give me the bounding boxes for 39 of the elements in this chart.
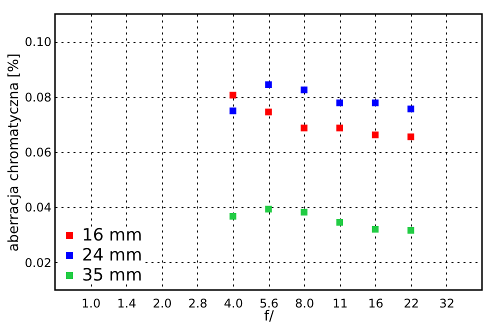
legend-label: 35 mm — [82, 266, 142, 286]
x-tick-label: 8.0 — [295, 296, 314, 310]
point — [372, 100, 379, 106]
x-tick-label: 1.4 — [117, 296, 136, 310]
point — [300, 124, 308, 132]
y-tick-label: 0.10 — [24, 35, 52, 50]
point — [407, 133, 414, 140]
y-tick-label: 0.08 — [24, 90, 52, 104]
x-tick-label: 22 — [404, 296, 419, 310]
y-tick-label: 0.06 — [24, 146, 52, 160]
x-tick-label: 16 — [368, 296, 384, 310]
legend-label: 16 mm — [82, 226, 142, 246]
point — [336, 219, 344, 226]
x-tick-label: 2.8 — [188, 296, 208, 310]
y-axis-title: aberracja chromatyczna [%] — [6, 53, 22, 252]
x-tick-label: 32 — [439, 296, 455, 310]
legend-label: 24 mm — [82, 246, 142, 266]
point — [230, 108, 236, 114]
x-tick-label: 4.0 — [224, 296, 243, 310]
y-tick-label: 0.04 — [24, 200, 52, 215]
point — [265, 108, 272, 116]
x-tick-label: 11 — [332, 296, 348, 310]
point — [372, 132, 379, 138]
point — [300, 208, 308, 216]
x-tick-label: 5.6 — [259, 296, 279, 310]
point — [336, 124, 344, 132]
point — [300, 86, 308, 94]
x-tick-label: 2.0 — [152, 296, 172, 310]
x-tick-label: 1.0 — [82, 296, 101, 310]
point — [372, 226, 379, 233]
point — [265, 81, 272, 88]
point — [407, 106, 414, 112]
point — [336, 100, 344, 106]
point — [265, 206, 272, 212]
point — [230, 212, 236, 220]
y-tick-label: 0.02 — [24, 256, 52, 270]
point — [407, 227, 414, 234]
point — [230, 92, 236, 98]
x-axis-title: f/ — [264, 308, 274, 324]
